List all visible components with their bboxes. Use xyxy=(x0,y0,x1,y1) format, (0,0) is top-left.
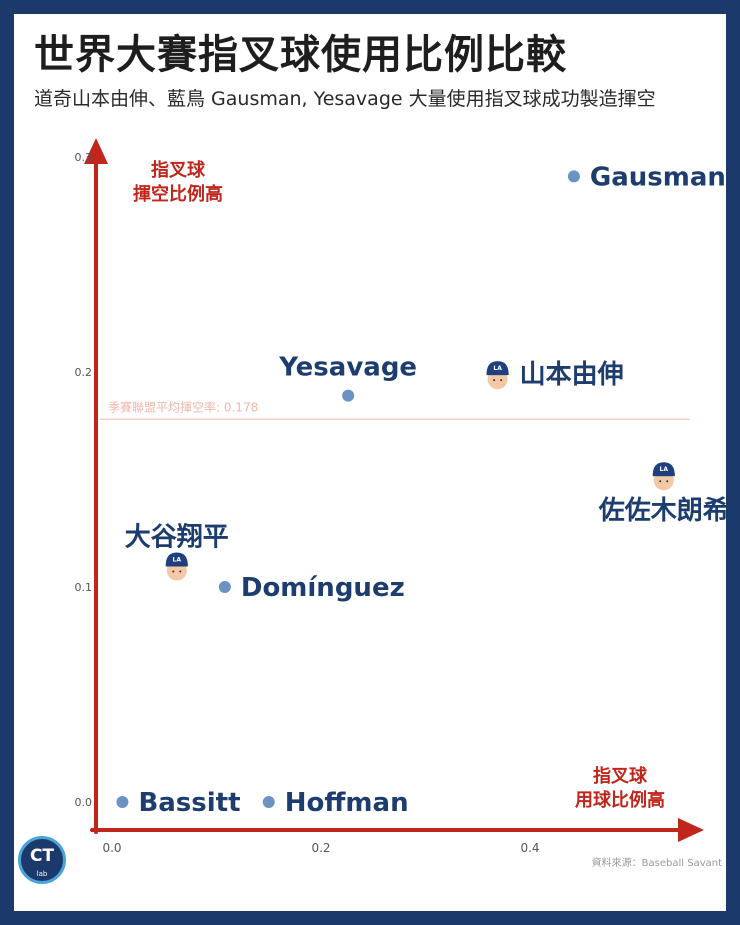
avatar-eye xyxy=(493,379,496,382)
x-tick-label: 0.4 xyxy=(520,841,539,855)
data-point-group: Yesavage xyxy=(278,353,417,402)
data-point-group: LA 佐佐木朗希 xyxy=(598,462,729,526)
y-tick-label: 0.3 xyxy=(75,151,93,164)
page-subtitle: 道奇山本由伸、藍鳥 Gausman, Yesavage 大量使用指叉球成功製造揮… xyxy=(34,88,656,110)
y-axis-arrow-icon xyxy=(84,138,108,164)
data-point-label: Hoffman xyxy=(285,788,409,818)
data-point xyxy=(116,796,129,808)
x-axis-label-line1: 指叉球 xyxy=(593,765,648,787)
data-point xyxy=(342,389,355,402)
player-avatar-icon: LA xyxy=(165,552,188,581)
data-point-label: Bassitt xyxy=(138,788,240,818)
avatar-cap-brim xyxy=(652,473,675,477)
avatar-cap-logo: LA xyxy=(173,557,182,564)
page-title: 世界大賽指叉球使用比例比較 xyxy=(34,32,567,78)
data-point-group: Bassitt xyxy=(116,788,241,818)
infographic-card xyxy=(14,14,726,911)
y-tick-label: 0.0 xyxy=(75,796,93,809)
x-tick-label: 0.2 xyxy=(311,841,330,855)
avatar-cap xyxy=(486,361,509,375)
avatar-eye xyxy=(659,480,662,483)
x-axis-arrow-icon xyxy=(678,818,704,842)
player-avatar-icon: LA xyxy=(486,361,509,390)
avatar-eye xyxy=(666,480,669,483)
data-point xyxy=(218,581,231,593)
data-point-label: Domínguez xyxy=(241,573,405,603)
y-axis-label-line2: 揮空比例高 xyxy=(133,183,223,205)
data-point-group: Gausman xyxy=(567,162,726,192)
x-axis-label-line2: 用球比例高 xyxy=(575,789,665,811)
reference-line-label: 季賽聯盟平均揮空率: 0.178 xyxy=(108,399,258,414)
logo-text: CT xyxy=(29,846,55,866)
data-point xyxy=(262,796,275,808)
avatar-cap-brim xyxy=(486,372,509,376)
data-point-group: Hoffman xyxy=(262,788,409,818)
avatar-cap xyxy=(165,552,188,566)
y-tick-label: 0.2 xyxy=(75,366,93,379)
data-point-group: Domínguez xyxy=(218,573,405,603)
ct-lab-logo: CT lab xyxy=(18,836,66,884)
avatar-cap xyxy=(652,462,675,476)
y-axis-label-line1: 指叉球 xyxy=(151,159,206,181)
data-point-label: 佐佐木朗希 xyxy=(598,495,729,526)
avatar-cap-logo: LA xyxy=(493,365,502,372)
avatar-eye xyxy=(172,570,175,573)
source-note: 資料來源：Baseball Savant xyxy=(591,858,722,869)
x-tick-label: 0.0 xyxy=(102,841,121,855)
data-point-label: Gausman xyxy=(590,162,726,192)
logo-subtext: lab xyxy=(36,870,48,878)
player-avatar-icon: LA xyxy=(652,462,675,491)
avatar-eye xyxy=(500,379,503,382)
data-point xyxy=(567,170,580,183)
data-point-group: LA 大谷翔平 xyxy=(125,523,229,581)
data-point-label: Yesavage xyxy=(278,353,417,383)
data-point-group: LA 山本由伸 xyxy=(486,360,624,390)
avatar-eye xyxy=(179,570,182,573)
data-point-label: 大谷翔平 xyxy=(125,523,229,553)
y-tick-label: 0.1 xyxy=(75,581,93,594)
avatar-cap-logo: LA xyxy=(660,466,669,473)
avatar-cap-brim xyxy=(165,563,188,567)
data-point-label: 山本由伸 xyxy=(520,360,624,390)
